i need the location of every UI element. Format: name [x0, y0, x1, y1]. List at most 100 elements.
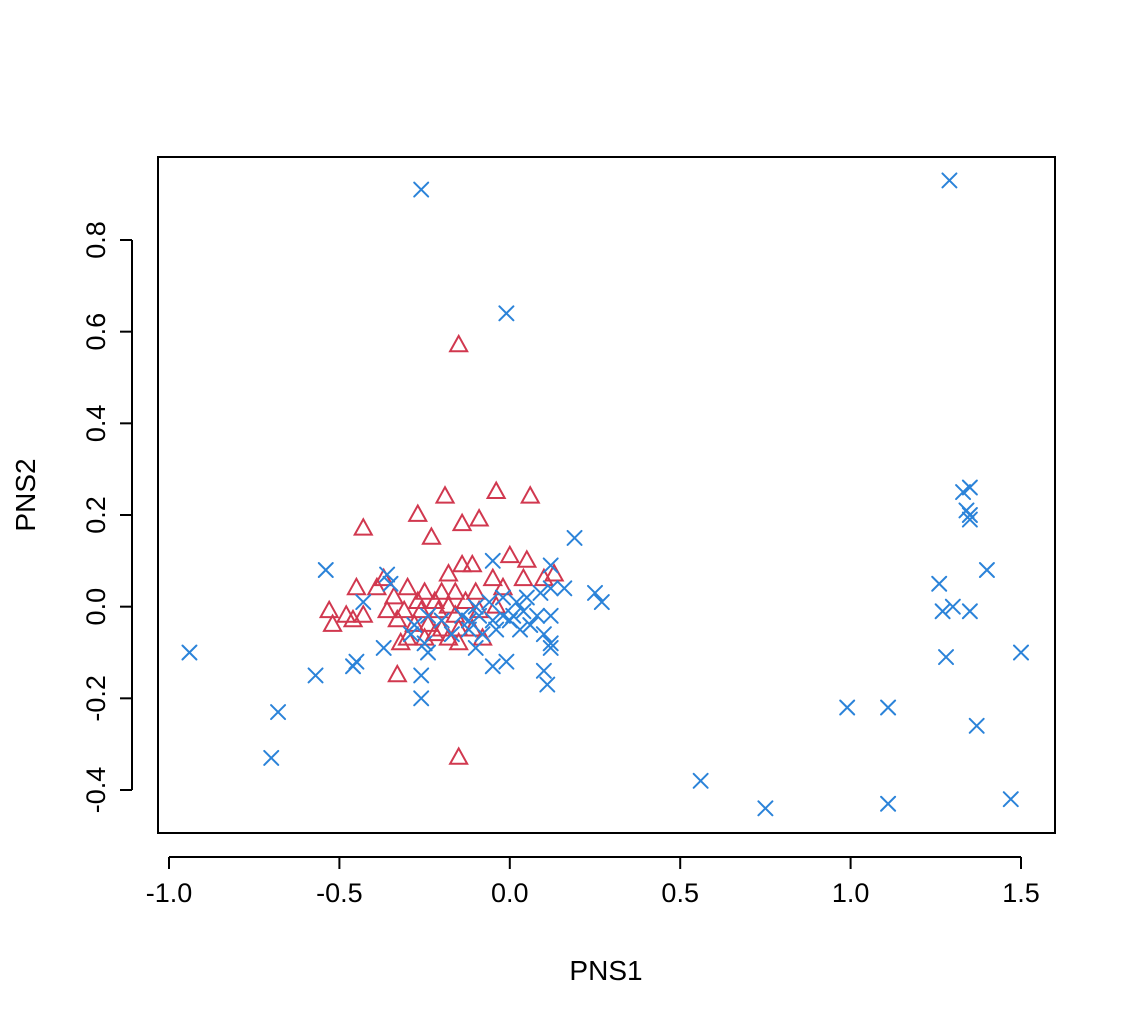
data-point-triangle — [434, 485, 456, 504]
data-point-cross — [839, 699, 856, 716]
data-point-cross — [460, 621, 477, 638]
data-point-triangle — [407, 503, 428, 522]
data-point-triangle — [373, 567, 395, 587]
data-point-triangle — [438, 563, 459, 582]
data-point-cross — [941, 172, 958, 189]
data-point-cross — [270, 704, 287, 721]
data-point-cross — [931, 575, 948, 592]
data-point-cross — [382, 575, 399, 592]
data-point-cross — [420, 607, 437, 624]
data-point-triangle — [492, 576, 514, 596]
data-point-cross — [961, 507, 978, 523]
data-point-cross — [556, 580, 573, 597]
data-point-cross — [467, 598, 484, 615]
data-point-cross — [443, 626, 460, 643]
data-point-triangle — [516, 549, 538, 568]
data-point-cross — [532, 584, 549, 601]
data-point-cross — [355, 594, 372, 611]
data-point-cross — [484, 552, 501, 569]
y-tick-label: 0.0 — [81, 588, 111, 626]
data-point-cross — [542, 639, 559, 656]
data-point-cross — [961, 511, 978, 528]
y-tick-label: -0.2 — [81, 675, 111, 722]
data-point-triangle — [468, 508, 490, 527]
data-point-cross — [587, 584, 603, 601]
data-point-triangle — [376, 599, 398, 619]
data-point-cross — [263, 749, 280, 766]
data-point-cross — [375, 639, 392, 656]
data-series — [318, 333, 565, 765]
data-point-triangle — [455, 590, 476, 609]
data-point-cross — [961, 603, 978, 620]
data-point-cross — [934, 603, 951, 620]
data-point-cross — [539, 676, 556, 693]
data-point-cross — [944, 598, 961, 615]
data-point-triangle — [322, 613, 343, 632]
x-tick-label: 1.5 — [1002, 878, 1040, 908]
data-point-triangle — [387, 608, 408, 628]
data-point-cross — [471, 607, 488, 624]
data-point-cross — [518, 589, 535, 606]
data-point-cross — [413, 181, 430, 198]
data-point-cross — [512, 621, 529, 638]
data-point-cross — [413, 690, 430, 707]
data-point-cross — [955, 484, 972, 501]
data-point-cross — [181, 644, 198, 661]
data-point-cross — [968, 717, 985, 734]
data-point-triangle — [352, 604, 374, 623]
data-point-triangle — [485, 480, 507, 499]
data-point-triangle — [448, 746, 469, 765]
data-point-cross — [515, 603, 532, 620]
data-point-cross — [880, 699, 897, 716]
data-point-cross — [416, 635, 433, 652]
data-point-cross — [498, 653, 515, 670]
data-point-triangle — [448, 631, 469, 651]
data-point-cross — [593, 594, 610, 611]
data-point-cross — [488, 621, 505, 638]
data-point-cross — [508, 594, 525, 611]
data-point-cross — [938, 649, 955, 666]
data-point-triangle — [448, 333, 469, 353]
data-point-cross — [379, 566, 396, 583]
data-point-cross — [529, 607, 546, 624]
data-point-cross — [474, 626, 491, 643]
x-tick-label: -0.5 — [316, 878, 363, 908]
data-point-cross — [420, 644, 437, 661]
data-point-triangle — [451, 553, 473, 573]
y-axis: -0.4 -0.2 0.0 0.2 0.4 0.6 0.8 — [81, 221, 133, 814]
data-point-cross — [757, 800, 774, 817]
x-tick-label: 1.0 — [832, 878, 870, 908]
data-point-cross — [307, 667, 324, 684]
data-point-triangle — [424, 622, 446, 642]
data-point-cross — [542, 635, 559, 652]
data-point-cross — [484, 658, 501, 675]
data-point-triangle — [431, 581, 452, 600]
data-point-triangle — [387, 663, 408, 683]
plot-frame — [157, 156, 1056, 834]
data-point-triangle — [414, 581, 435, 600]
data-point-cross — [535, 626, 552, 643]
data-point-triangle — [444, 581, 466, 600]
data-points — [181, 172, 1029, 817]
data-point-triangle — [533, 567, 555, 587]
data-point-cross — [433, 612, 450, 629]
y-tick-label: 0.8 — [81, 221, 111, 259]
data-point-triangle — [520, 485, 541, 504]
data-point-cross — [522, 617, 539, 633]
data-point-cross — [566, 529, 583, 546]
data-point-cross — [535, 662, 552, 679]
data-point-cross — [978, 562, 995, 578]
y-tick-label: 0.2 — [81, 496, 111, 534]
x-tick-label: 0.0 — [491, 878, 529, 908]
x-tick-label: 0.5 — [661, 878, 699, 908]
data-point-triangle — [393, 599, 415, 619]
data-point-triangle — [438, 627, 459, 646]
y-axis-title: PNS2 — [10, 458, 41, 531]
data-point-cross — [345, 658, 362, 675]
data-point-cross — [484, 612, 501, 629]
y-tick-label: -0.4 — [81, 767, 111, 814]
data-point-cross — [413, 667, 430, 684]
data-point-triangle — [346, 576, 367, 596]
data-point-cross — [1002, 791, 1019, 808]
